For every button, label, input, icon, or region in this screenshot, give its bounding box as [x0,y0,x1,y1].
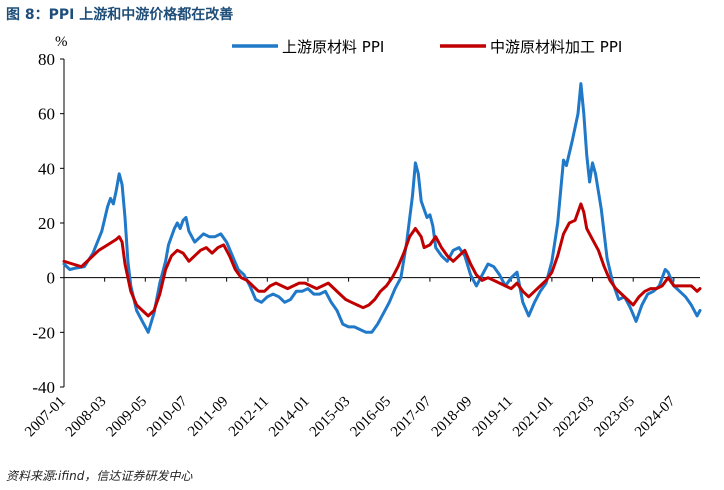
series-line-2 [62,202,702,318]
series-lines [62,82,702,334]
y-tick-label: 20 [38,214,55,233]
x-tick-label: 2018-09 [429,394,476,441]
x-tick-label: 2023-05 [591,394,638,441]
x-tick-label: 2007-01 [22,394,69,441]
x-tick-label: 2021-01 [510,394,557,441]
axes [63,59,700,387]
legend-label-1: 上游原材料 PPI [282,38,384,56]
x-tick-label: 2022-03 [551,394,598,441]
y-tick-label: 80 [38,50,55,69]
legend-label-2: 中游原材料加工 PPI [490,38,622,56]
x-tick-label: 2024-07 [632,393,679,440]
x-tick-label: 2017-07 [388,393,435,440]
x-tick-label: 2009-05 [103,394,150,441]
x-tick-label: 2016-05 [347,394,394,441]
legend: 上游原材料 PPI 中游原材料加工 PPI [232,38,622,56]
series-line-1 [62,82,702,334]
y-axis-unit: % [55,34,68,50]
x-tick-label: 2019-11 [470,394,516,440]
source-note: 资料来源:ifind，信达证券研发中心 [6,469,193,483]
x-tick-label: 2012-11 [226,394,272,440]
x-tick-label: 2008-03 [63,394,110,441]
y-tick-label: 60 [38,105,55,124]
x-tick-label: 2015-03 [307,394,354,441]
x-tick-label: 2010-07 [144,393,191,440]
figure-title: 图 8：PPI 上游和中游价格都在改善 [6,7,234,23]
y-tick-label: -40 [32,378,55,397]
y-tick-label: 40 [38,159,55,178]
y-tick-label: 0 [47,269,56,288]
x-tick-label: 2011-09 [185,394,231,440]
y-tick-label: -20 [32,323,55,342]
x-tick-label: 2014-01 [266,394,313,441]
y-axis-ticks: -40 -20 0 20 40 60 80 [32,50,64,397]
